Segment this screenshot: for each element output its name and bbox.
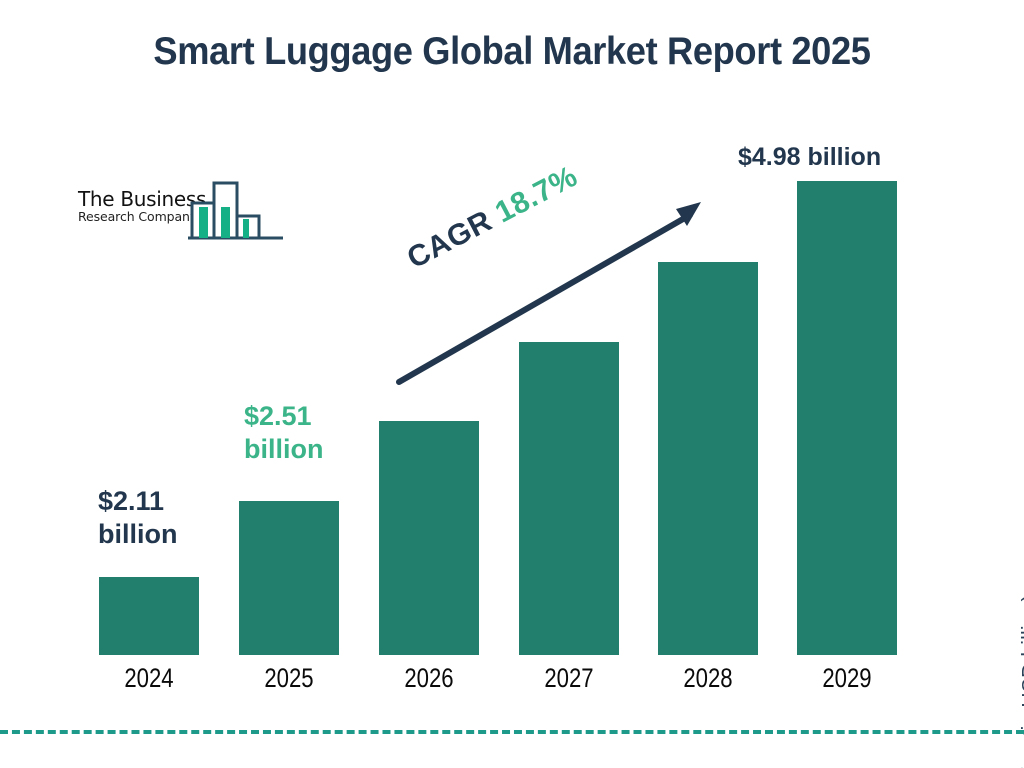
xtick-2029: 2029 bbox=[822, 663, 872, 693]
company-logo: The Business Research Company bbox=[78, 181, 283, 245]
logo-text: The Business Research Company bbox=[78, 188, 208, 224]
bar-2028 bbox=[658, 262, 758, 655]
xtick-2026: 2026 bbox=[404, 663, 454, 693]
bar-2024 bbox=[99, 577, 199, 655]
page-title: Smart Luggage Global Market Report 2025 bbox=[153, 30, 871, 73]
logo-line-1: The Business bbox=[78, 187, 207, 211]
y-axis-title: Market Size (in USD billion) bbox=[1018, 594, 1024, 768]
xtick-2028: 2028 bbox=[683, 663, 733, 693]
value-label-2025: $2.51 billion bbox=[244, 401, 324, 464]
logo-line-2: Research Company bbox=[78, 209, 198, 224]
value-label-2024: $2.11 billion bbox=[98, 486, 178, 549]
value-label-2029: $4.98 billion bbox=[738, 143, 882, 171]
bar-2029 bbox=[797, 181, 897, 655]
xtick-2024: 2024 bbox=[124, 663, 174, 693]
xtick-2025: 2025 bbox=[264, 663, 314, 693]
bar-2026 bbox=[379, 421, 479, 655]
bar-2027 bbox=[519, 342, 619, 655]
bar-2025 bbox=[239, 501, 339, 655]
footer-divider bbox=[0, 730, 1024, 734]
bar-chart-building-mark bbox=[188, 181, 283, 240]
xtick-2027: 2027 bbox=[544, 663, 594, 693]
